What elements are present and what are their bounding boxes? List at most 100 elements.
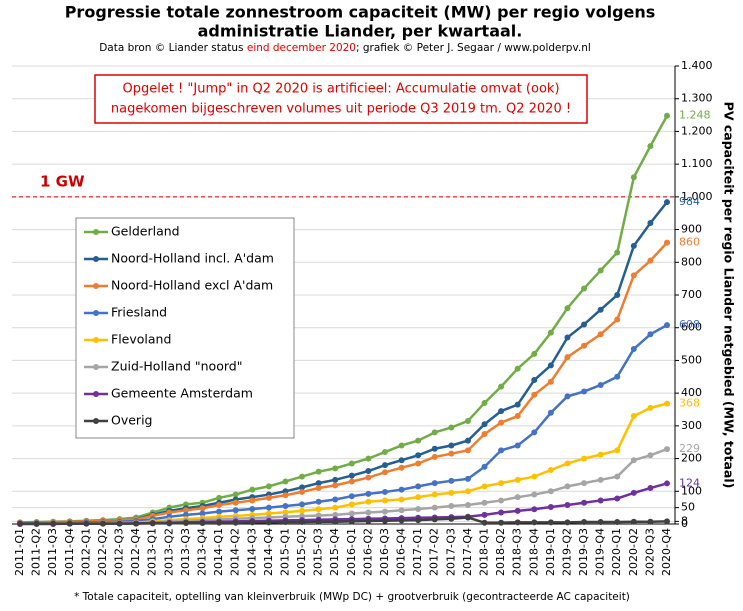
x-tick-label: 2015-Q4 xyxy=(328,528,341,576)
data-point xyxy=(664,480,670,487)
data-point xyxy=(365,468,372,475)
data-point xyxy=(630,518,637,525)
legend-marker xyxy=(93,391,99,397)
data-point xyxy=(232,499,239,506)
legend-marker xyxy=(93,337,99,343)
x-tick-label: 2018-Q1 xyxy=(478,528,491,576)
data-point xyxy=(299,507,306,514)
data-point xyxy=(514,442,521,449)
x-tick-label: 2013-Q1 xyxy=(146,528,159,576)
data-point xyxy=(431,445,438,452)
end-label: 124 xyxy=(679,476,700,489)
data-point xyxy=(398,517,405,524)
data-point xyxy=(431,516,438,523)
data-point xyxy=(514,494,521,501)
data-point xyxy=(564,354,571,361)
data-point xyxy=(216,502,223,509)
legend-marker xyxy=(93,256,99,262)
data-point xyxy=(547,488,554,495)
x-tick-label: 2013-Q2 xyxy=(162,528,175,576)
legend-box xyxy=(75,217,295,439)
x-tick-label: 2012-Q3 xyxy=(113,528,126,576)
x-tick-label: 2011-Q4 xyxy=(63,528,76,576)
data-point xyxy=(547,362,554,369)
x-tick-label: 2011-Q2 xyxy=(30,528,43,576)
end-label: 984 xyxy=(679,195,700,208)
data-point xyxy=(398,442,405,449)
data-point xyxy=(481,499,488,506)
data-point xyxy=(265,494,272,501)
data-point xyxy=(348,478,355,485)
data-point xyxy=(431,504,438,511)
data-point xyxy=(531,429,538,436)
legend-label: Gelderland xyxy=(111,224,180,239)
x-tick-label: 2020-Q2 xyxy=(627,528,640,576)
data-point xyxy=(614,292,621,298)
data-point xyxy=(199,520,206,527)
data-point xyxy=(99,520,106,527)
data-point xyxy=(299,519,306,526)
data-point xyxy=(282,519,289,526)
data-point xyxy=(448,489,455,496)
data-point xyxy=(232,491,239,498)
y-tick-label: 500 xyxy=(681,353,702,366)
y-tick-label: 1.000 xyxy=(681,190,713,203)
data-point xyxy=(365,498,372,505)
data-point xyxy=(614,519,621,526)
x-tick-label: 2012-Q4 xyxy=(129,528,142,576)
data-point xyxy=(630,489,637,496)
y-tick-label: 1.100 xyxy=(681,157,713,170)
x-tick-label: 2019-Q3 xyxy=(577,528,590,576)
data-point xyxy=(597,497,604,504)
x-tick-label: 2012-Q1 xyxy=(79,528,92,576)
data-point xyxy=(315,518,322,525)
data-point xyxy=(647,518,654,525)
data-point xyxy=(597,267,604,274)
y-tick-label: 50 xyxy=(681,501,695,514)
legend-marker xyxy=(93,283,99,289)
series-line xyxy=(20,516,668,525)
legend-label: Flevoland xyxy=(111,332,171,347)
data-point xyxy=(481,519,488,526)
y-axis-label: PV capaciteit per regio Liander netgebie… xyxy=(722,102,737,489)
data-point xyxy=(614,316,621,323)
x-tick-label: 2018-Q3 xyxy=(511,528,524,576)
data-point xyxy=(249,497,256,504)
data-point xyxy=(614,473,621,480)
data-point xyxy=(664,199,670,206)
annotation-box xyxy=(94,74,588,124)
data-point xyxy=(564,502,571,509)
data-point xyxy=(647,485,654,492)
data-point xyxy=(332,476,339,483)
data-point xyxy=(481,511,488,518)
data-point xyxy=(448,450,455,457)
reference-label: 1 GW xyxy=(40,172,85,190)
data-point xyxy=(332,496,339,503)
data-point xyxy=(348,493,355,500)
data-point xyxy=(514,365,521,372)
data-point xyxy=(381,488,388,495)
data-point xyxy=(33,520,40,527)
x-tick-label: 2020-Q1 xyxy=(610,528,623,576)
data-point xyxy=(448,477,455,484)
data-point xyxy=(647,331,654,338)
data-point xyxy=(564,483,571,490)
y-tick-label: 900 xyxy=(681,223,702,236)
data-point xyxy=(332,504,339,511)
data-point xyxy=(531,506,538,513)
data-point xyxy=(531,491,538,498)
data-point xyxy=(481,421,488,428)
data-point xyxy=(315,468,322,475)
data-point xyxy=(282,478,289,485)
data-point xyxy=(597,306,604,313)
legend-label: Noord-Holland excl A'dam xyxy=(111,278,273,293)
data-point xyxy=(166,520,173,527)
data-point xyxy=(481,431,488,438)
data-point xyxy=(630,242,637,249)
data-point xyxy=(381,462,388,469)
data-point xyxy=(547,467,554,474)
data-point xyxy=(415,460,422,467)
data-point xyxy=(199,505,206,512)
data-point xyxy=(547,519,554,526)
data-point xyxy=(381,449,388,456)
